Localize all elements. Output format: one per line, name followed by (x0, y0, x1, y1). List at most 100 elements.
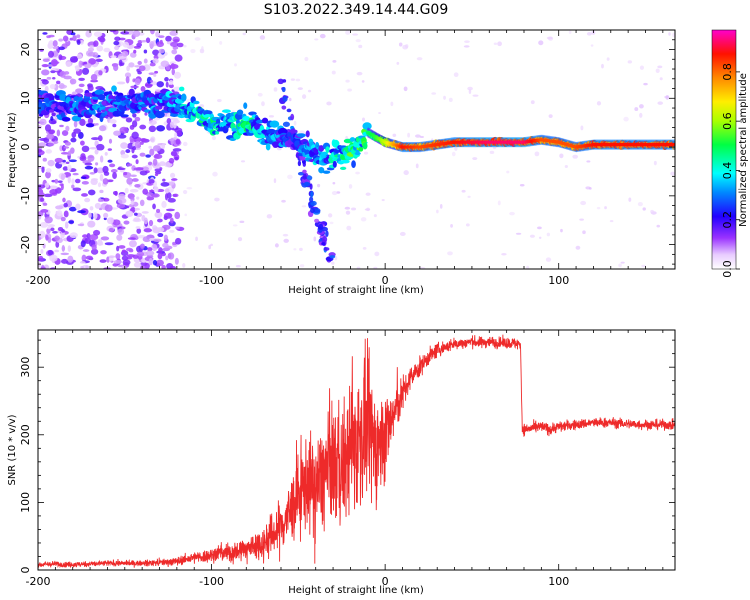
spectrogram-noise-blob (68, 220, 74, 224)
spectrogram-noise-blob (40, 209, 49, 213)
spectrogram-ridge-blob (318, 145, 325, 152)
spectrogram-noise-blob (43, 193, 53, 198)
spectrogram-noise-blob (41, 166, 45, 173)
spectrogram-ridge-blob (113, 91, 119, 95)
spectrogram-noise-blob (419, 266, 426, 269)
spectrogram-noise-blob (49, 254, 58, 262)
spectrogram-noise-blob (139, 124, 147, 130)
spectrogram-noise-blob (42, 243, 46, 249)
spectrogram-noise-blob (176, 42, 184, 48)
spectrogram-noise-blob (208, 244, 212, 250)
snr-panel: -200 -100 0 100 0 100 200 300 Height of straigh… (7, 329, 676, 596)
spectrogram-noise-blob (352, 33, 359, 36)
spectrogram-noise-blob (453, 72, 459, 78)
spectrogram-noise-blob (138, 65, 146, 72)
spectrogram-noise-blob (390, 101, 394, 107)
spectrogram-noise-blob (237, 237, 243, 242)
spectrogram-noise-blob (49, 84, 56, 90)
spectrogram-noise-blob (618, 263, 622, 268)
spectrogram-noise-blob (121, 50, 129, 57)
spectrogram-noise-blob (361, 80, 365, 83)
spectrogram-noise-blob (174, 54, 183, 62)
spectrogram-noise-blob (148, 189, 155, 193)
spectrogram-noise-blob (63, 75, 72, 80)
spectrogram-noise-blob (345, 79, 350, 83)
spectrogram-noise-blob (164, 188, 170, 194)
spectrogram-noise-blob (170, 41, 179, 47)
spectrogram-noise-blob (38, 148, 43, 153)
spectrogram-noise-blob (304, 56, 309, 62)
spectrogram-noise-blob (87, 117, 94, 124)
spectrogram-noise-blob (173, 86, 182, 92)
spectrogram-noise-blob (154, 70, 159, 74)
spectrogram-noise-blob (78, 77, 85, 82)
spectrogram-ridge-blob (94, 89, 105, 95)
spectrogram-noise-blob (39, 230, 46, 239)
spectrogram-noise-blob (109, 119, 117, 124)
spectrogram-noise-blob (90, 79, 99, 83)
spectrogram-noise-blob (73, 128, 81, 134)
spectrogram-noise-blob (62, 159, 66, 163)
spectrogram-streak-blob (321, 242, 326, 246)
spectrogram-noise-blob (288, 97, 292, 102)
spectrogram-streak-blob (323, 247, 330, 251)
spectrogram-noise-blob (154, 211, 163, 219)
spectrogram-ridge-blob (215, 118, 221, 126)
spectrogram-noise-blob (497, 200, 501, 206)
spectrogram-noise-blob (117, 56, 126, 60)
spectrogram-noise-blob (104, 204, 113, 212)
spectrogram-noise-blob (59, 124, 64, 128)
spectrogram-streak-blob (329, 255, 336, 259)
spectrogram-noise-blob (135, 226, 141, 229)
spectrogram-ridge-blob (97, 94, 106, 101)
spectrogram-noise-blob (142, 188, 149, 195)
spectrogram-noise-blob (141, 211, 149, 214)
spectrogram-noise-blob (48, 185, 58, 190)
spectrogram-noise-blob (45, 171, 51, 179)
spectrogram-noise-blob (170, 63, 176, 70)
spectrogram-noise-blob (374, 251, 380, 257)
spectrogram-ridge-blob (111, 85, 117, 92)
spectrogram-noise-blob (403, 170, 409, 176)
spectrogram-ridge-blob (266, 128, 277, 134)
spectrogram-noise-blob (58, 83, 65, 89)
spectrogram-noise-blob (64, 141, 71, 146)
spectrogram-noise-blob (79, 118, 86, 127)
spectrogram-noise-blob (448, 97, 453, 102)
spectrogram-ridge-blob (193, 100, 200, 105)
spectrogram-noise-blob (82, 234, 88, 238)
spectrogram-noise-blob (170, 151, 178, 157)
top-x-tick-label: -100 (199, 274, 224, 287)
spectrogram-noise-blob (546, 36, 553, 40)
spectrogram-ridge-blob (155, 105, 163, 110)
spectrogram-noise-blob (403, 86, 408, 92)
spectrogram-noise-blob (169, 30, 178, 36)
spectrogram-noise-blob (172, 121, 177, 129)
spectrogram-noise-blob (126, 65, 130, 72)
spectrogram-noise-blob (650, 209, 654, 214)
spectrogram-noise-blob (99, 189, 104, 194)
spectrogram-noise-blob (628, 197, 632, 202)
spectrogram-noise-blob (176, 131, 183, 137)
spectrogram-noise-blob (164, 193, 169, 201)
spectrogram-noise-blob (118, 245, 126, 249)
spectrogram-noise-blob (41, 79, 49, 85)
spectrogram-ridge-blob (243, 102, 248, 110)
spectrogram-noise-blob (190, 48, 196, 54)
spectrogram-noise-blob (575, 245, 581, 250)
spectrogram-noise-blob (358, 44, 363, 49)
top-y-tick-label: -20 (19, 236, 32, 254)
spectrogram-noise-blob (154, 168, 162, 172)
spectrogram-noise-blob (273, 178, 277, 184)
spectrogram-streak-blob (303, 181, 311, 187)
spectrogram-noise-blob (75, 65, 80, 72)
spectrogram-noise-blob (87, 85, 94, 92)
spectrogram-noise-blob (143, 49, 148, 54)
spectrogram-noise-blob (93, 167, 98, 174)
spectrogram-noise-blob (239, 220, 245, 224)
spectrogram-noise-blob (656, 224, 661, 228)
spectrogram-noise-blob (108, 255, 116, 259)
spectrogram-noise-blob (657, 101, 664, 105)
colorbar-tick-label: 0.6 (721, 112, 734, 130)
